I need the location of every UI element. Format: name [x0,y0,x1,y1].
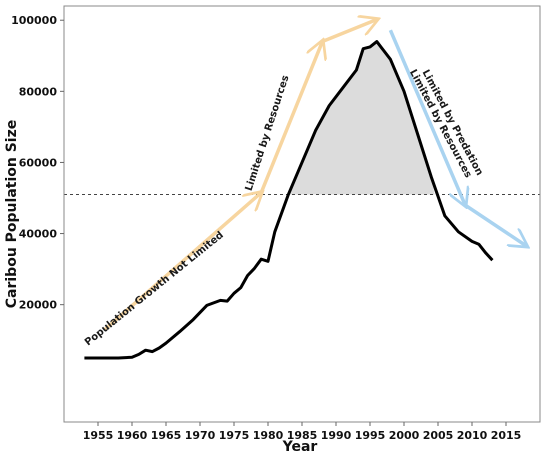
x-tick-label: 1980 [253,429,284,442]
x-tick-label: 1970 [185,429,216,442]
x-tick-label: 2015 [491,429,522,442]
trend-arrows-layer [103,20,527,331]
x-axis-title: Year [282,439,318,455]
y-tick-label: 40000 [19,228,58,241]
x-tick-label: 1985 [287,429,318,442]
x-tick-label: 1965 [151,429,182,442]
x-tick-label: 1955 [83,429,114,442]
y-tick-label: 20000 [19,299,58,312]
trend-arrow-2 [259,42,322,194]
x-tick-label: 2005 [423,429,454,442]
y-tick-label: 100000 [11,14,57,27]
trend-arrow-4 [388,29,465,205]
x-axis: 1955 1960 1965 1970 1975 1980 1985 1990 1995 2000… [83,422,522,442]
plot-background [64,6,540,422]
y-axis-title: Caribou Population Size [4,120,20,309]
x-tick-label: 1960 [117,429,148,442]
y-axis: 20000 40000 60000 80000 100000 [11,14,64,312]
trend-arrow-1 [103,193,261,331]
trend-arrow-3 [321,20,376,44]
x-tick-label: 2010 [457,429,488,442]
y-tick-label: 60000 [19,156,58,169]
population-series-line [84,40,494,360]
x-tick-label: 2000 [389,429,420,442]
y-tick-label: 80000 [19,85,58,98]
x-tick-label: 1995 [355,429,386,442]
x-tick-label: 1990 [321,429,352,442]
trend-arrow-5 [464,203,526,246]
x-tick-label: 1975 [219,429,250,442]
